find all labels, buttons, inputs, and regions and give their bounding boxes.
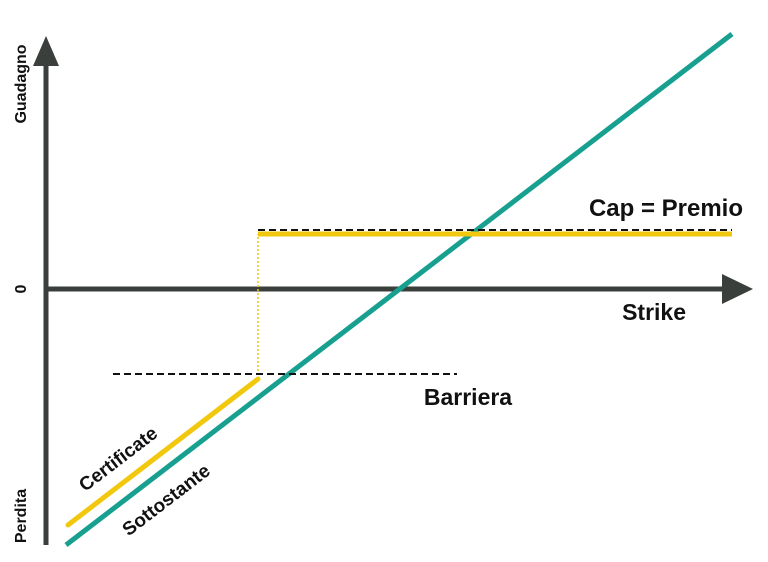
certificate-line-lower: [65, 376, 261, 528]
underlying-line: [64, 32, 734, 547]
y-zero-label: 0: [13, 284, 30, 293]
cap-label: Cap = Premio: [589, 195, 743, 222]
y-axis-label-top: Guadagno: [13, 44, 30, 123]
y-axis-arrow-icon: [33, 36, 59, 66]
y-axis-label-bottom: Perdita: [13, 489, 30, 543]
x-axis-label: Strike: [622, 299, 686, 325]
barrier-label: Barriera: [424, 384, 512, 410]
x-axis-arrow-icon: [722, 274, 753, 304]
